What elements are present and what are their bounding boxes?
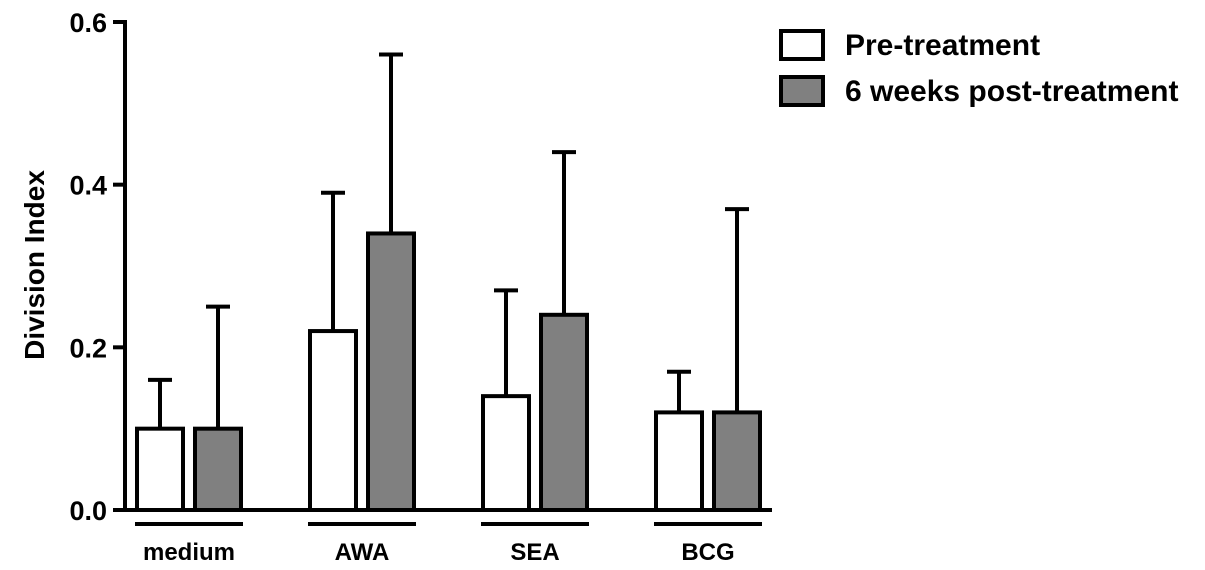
bar-1-2 — [539, 312, 589, 512]
bar-0-0 — [135, 426, 185, 512]
bar-1-1 — [366, 231, 416, 512]
axes-group — [123, 20, 772, 512]
y-tick-label-0: 0.0 — [69, 496, 107, 526]
y-tick-label-1: 0.2 — [69, 333, 107, 363]
bar-0-1 — [308, 329, 358, 513]
error-bars-group — [148, 52, 749, 429]
legend-label-0: Pre-treatment — [845, 29, 1040, 62]
y-tick-label-3: 0.6 — [69, 8, 107, 38]
legend-swatch-0 — [779, 29, 825, 61]
bar-0-2 — [481, 394, 531, 512]
category-label-2: SEA — [510, 539, 559, 565]
bar-0-3 — [654, 410, 704, 512]
bar-1-3 — [712, 410, 762, 512]
category-label-1: AWA — [335, 539, 390, 565]
bar-1-0 — [193, 426, 243, 512]
legend-label-1: 6 weeks post-treatment — [845, 75, 1178, 108]
category-label-3: BCG — [681, 539, 734, 565]
category-label-0: medium — [143, 539, 235, 565]
legend: Pre-treatment 6 weeks post-treatment — [779, 29, 1178, 108]
legend-swatch-1 — [779, 75, 825, 107]
y-ticks-group: 0.0 0.2 0.4 0.6 — [69, 8, 125, 526]
bars-group — [135, 231, 762, 513]
y-axis-title: Division Index — [19, 170, 50, 360]
y-tick-label-2: 0.4 — [69, 171, 107, 201]
category-labels-group: medium AWA SEA BCG — [135, 522, 762, 566]
